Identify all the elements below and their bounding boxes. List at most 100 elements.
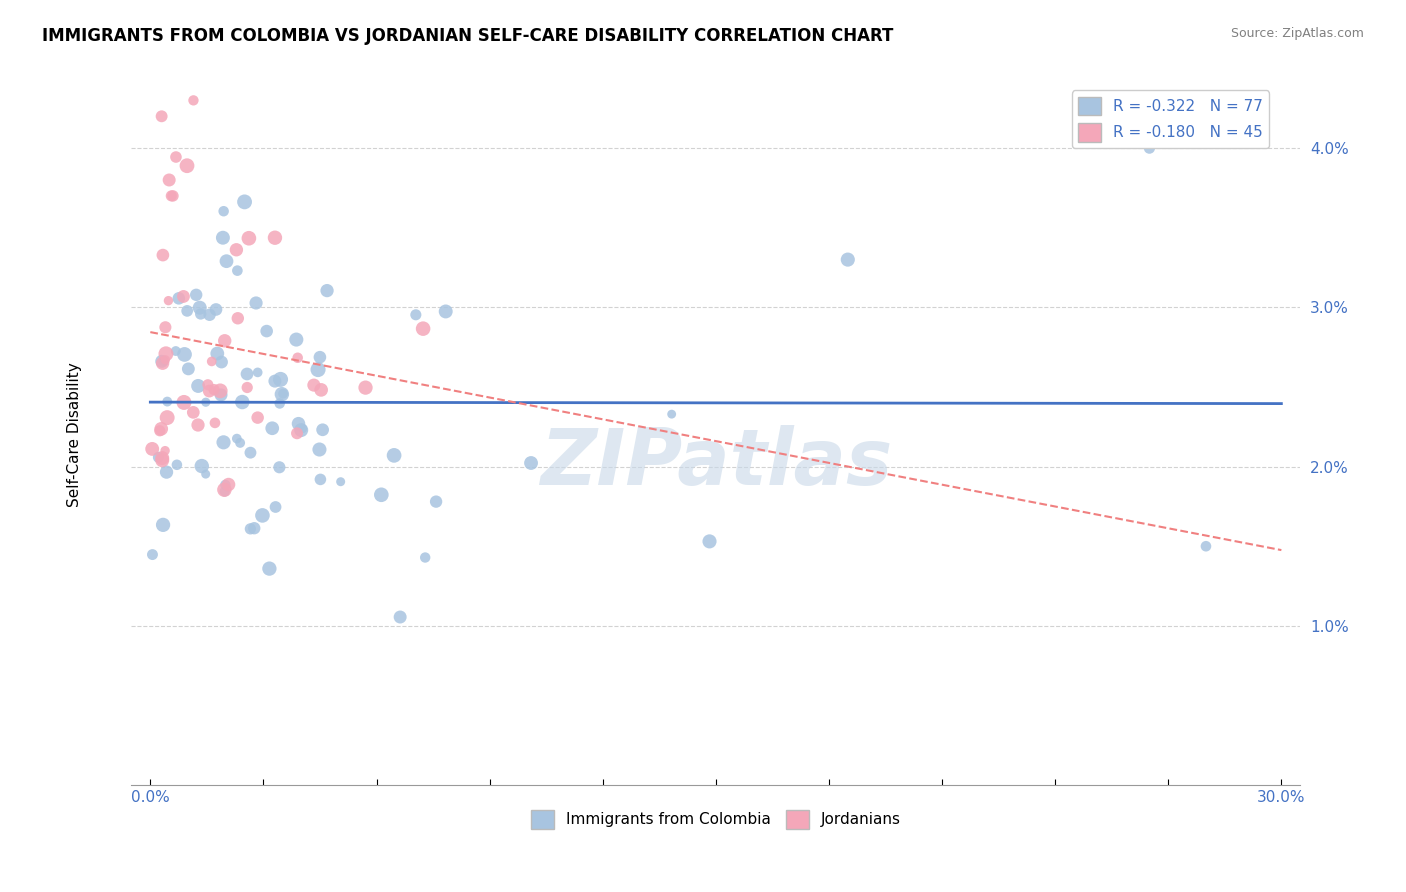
Point [197, 377, 219, 392]
Point [269, 396, 291, 410]
Point [412, 321, 434, 335]
Point [141, 442, 163, 456]
Point [246, 365, 269, 379]
Point [176, 159, 198, 173]
Point [187, 379, 209, 393]
Point [837, 252, 859, 267]
Point [290, 423, 312, 437]
Point [316, 284, 339, 298]
Point [176, 304, 198, 318]
Point [194, 395, 217, 409]
Point [186, 288, 208, 302]
Text: Source: ZipAtlas.com: Source: ZipAtlas.com [1230, 27, 1364, 40]
Point [183, 94, 205, 108]
Point [270, 372, 292, 386]
Point [181, 405, 204, 419]
Point [211, 355, 233, 369]
Point [212, 231, 235, 245]
Point [191, 458, 214, 473]
Point [212, 435, 235, 450]
Point [157, 173, 180, 187]
Point [1139, 141, 1161, 155]
Point [155, 465, 177, 479]
Point [150, 354, 173, 368]
Point [259, 561, 281, 575]
Point [152, 248, 174, 262]
Point [233, 194, 256, 209]
Point [141, 548, 163, 562]
Point [309, 383, 332, 397]
Point [245, 296, 267, 310]
Point [155, 352, 177, 367]
Point [413, 550, 436, 565]
Point [425, 494, 447, 508]
Point [177, 362, 200, 376]
Point [190, 307, 212, 321]
Point [207, 346, 229, 360]
Point [150, 422, 173, 436]
Point [173, 395, 195, 409]
Point [225, 243, 247, 257]
Point [152, 354, 174, 368]
Point [205, 302, 228, 317]
Point [270, 387, 292, 401]
Point [271, 386, 294, 401]
Point [150, 453, 173, 467]
Point [226, 311, 249, 326]
Point [202, 383, 225, 397]
Point [269, 460, 291, 475]
Point [225, 432, 247, 446]
Point [160, 189, 183, 203]
Point [148, 450, 170, 465]
Point [291, 422, 314, 436]
Point [214, 483, 236, 497]
Point [209, 384, 232, 398]
Point [229, 436, 252, 450]
Point [166, 458, 188, 472]
Point [239, 522, 262, 536]
Point [308, 442, 330, 457]
Point [155, 347, 177, 361]
Point [354, 381, 377, 395]
Point [226, 263, 249, 277]
Point [152, 517, 174, 532]
Point [311, 423, 333, 437]
Point [285, 426, 308, 441]
Point [389, 610, 412, 624]
Point [153, 443, 176, 458]
Point [172, 289, 194, 303]
Point [264, 230, 287, 244]
Point [214, 478, 236, 492]
Point [262, 421, 284, 435]
Point [198, 308, 221, 322]
Point [218, 477, 240, 491]
Point [162, 189, 184, 203]
Point [155, 320, 177, 334]
Point [214, 334, 236, 348]
Point [198, 384, 221, 398]
Point [309, 472, 332, 486]
Point [165, 344, 187, 359]
Point [156, 394, 179, 409]
Point [149, 424, 172, 438]
Point [434, 304, 457, 318]
Point [204, 416, 226, 430]
Point [370, 488, 392, 502]
Point [302, 378, 325, 392]
Point [188, 301, 211, 315]
Point [150, 109, 173, 123]
Point [167, 291, 190, 305]
Text: Self-Care Disability: Self-Care Disability [67, 362, 83, 508]
Point [309, 350, 332, 364]
Point [165, 150, 187, 164]
Point [209, 388, 232, 402]
Point [238, 231, 260, 245]
Point [201, 354, 224, 368]
Point [236, 380, 259, 394]
Point [157, 293, 180, 308]
Point [1195, 539, 1218, 553]
Point [212, 204, 235, 219]
Point [187, 417, 209, 432]
Point [239, 445, 262, 459]
Point [307, 362, 329, 376]
